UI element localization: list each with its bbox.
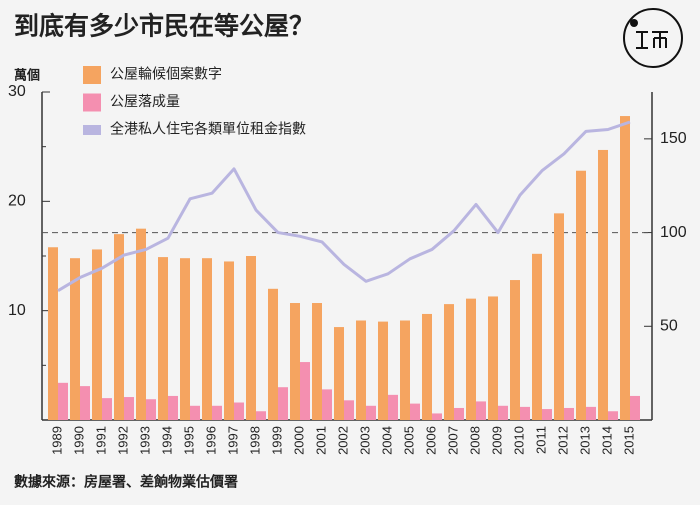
bar <box>532 253 542 420</box>
legend-label: 公屋落成量 <box>110 93 180 109</box>
bar <box>620 116 630 420</box>
x-tick-label: 2001 <box>313 426 328 455</box>
bar <box>92 249 102 420</box>
bar <box>58 382 68 420</box>
bar <box>630 395 640 420</box>
bar <box>378 321 388 420</box>
bar <box>278 387 288 420</box>
y2-tick-label: 100 <box>660 224 687 241</box>
bar <box>366 405 376 420</box>
x-tick-label: 2013 <box>577 426 592 455</box>
bar <box>598 149 608 421</box>
x-tick-label: 2014 <box>599 426 614 455</box>
bar <box>564 407 574 420</box>
bar <box>268 288 278 420</box>
bar <box>48 247 58 420</box>
bar <box>202 258 212 420</box>
x-tick-label: 2008 <box>467 426 482 455</box>
bar <box>432 413 442 420</box>
bar <box>80 386 90 420</box>
bar <box>388 394 398 420</box>
x-tick-label: 1989 <box>49 426 64 455</box>
y-axis-label: 萬個 <box>14 67 40 82</box>
bar <box>322 389 332 420</box>
x-tick-label: 1998 <box>247 426 262 455</box>
x-tick-label: 1999 <box>269 426 284 455</box>
x-tick-label: 2007 <box>445 426 460 455</box>
bar <box>476 401 486 420</box>
x-tick-label: 2002 <box>335 426 350 455</box>
bar <box>190 405 200 420</box>
bar <box>158 257 168 420</box>
bar <box>510 280 520 420</box>
x-tick-label: 2011 <box>533 426 548 454</box>
x-tick-label: 1990 <box>71 426 86 455</box>
bar <box>608 411 618 420</box>
bar <box>422 313 432 420</box>
y2-tick-label: 150 <box>660 130 687 147</box>
bar <box>212 405 222 420</box>
logo <box>623 8 683 68</box>
legend-label: 全港私人住宅各類單位租金指數 <box>110 121 306 137</box>
bar <box>114 234 124 420</box>
x-tick-label: 1997 <box>225 426 240 455</box>
legend-swatch <box>83 66 101 84</box>
legend-swatch <box>83 93 101 112</box>
bar <box>444 304 454 420</box>
x-tick-label: 1995 <box>181 426 196 455</box>
x-tick-label: 2015 <box>621 426 636 455</box>
bar <box>488 296 498 420</box>
line <box>57 120 631 292</box>
bar <box>124 397 134 420</box>
x-tick-label: 2012 <box>555 426 570 455</box>
x-tick-label: 1992 <box>115 426 130 455</box>
legend-swatch <box>83 125 101 135</box>
x-tick-label: 2004 <box>379 426 394 455</box>
x-tick-label: 2009 <box>489 426 504 455</box>
bar <box>542 409 552 420</box>
x-tick-label: 2003 <box>357 426 372 455</box>
y-tick-label: 20 <box>8 193 26 210</box>
bar <box>312 303 322 420</box>
legend-label: 公屋輪候個案數字 <box>110 66 222 82</box>
x-tick-label: 1996 <box>203 426 218 455</box>
bar <box>344 400 354 420</box>
y2-tick-label: 50 <box>660 318 678 335</box>
bar <box>576 170 586 420</box>
x-tick-label: 2010 <box>511 426 526 455</box>
bar <box>256 411 266 420</box>
bar <box>410 403 420 420</box>
x-tick-label: 2005 <box>401 426 416 455</box>
x-tick-label: 1993 <box>137 426 152 455</box>
source: 數據來源：房屋署、差餉物業估價署 <box>14 474 238 490</box>
bar <box>466 298 476 420</box>
bar <box>290 303 300 420</box>
y-tick-label: 30 <box>8 83 26 100</box>
bar <box>168 395 178 420</box>
bar <box>246 256 256 420</box>
bar <box>454 407 464 420</box>
bar <box>334 327 344 420</box>
y-tick-label: 10 <box>8 302 26 319</box>
bar <box>356 320 366 420</box>
bar <box>70 258 80 420</box>
x-tick-label: 1994 <box>159 426 174 455</box>
x-tick-label: 2006 <box>423 426 438 455</box>
chart-title: 到底有多少市民在等公屋？ <box>14 12 314 41</box>
bar <box>300 362 310 420</box>
bar <box>224 261 234 420</box>
bar <box>180 258 190 420</box>
bar <box>400 320 410 420</box>
x-tick-label: 2000 <box>291 426 306 455</box>
bar <box>136 228 146 420</box>
x-tick-label: 1991 <box>93 426 108 455</box>
bar <box>498 405 508 420</box>
bar <box>586 406 596 420</box>
bar <box>146 399 156 420</box>
bar <box>520 406 530 420</box>
bar <box>554 213 564 420</box>
bar <box>102 398 112 420</box>
bar <box>234 402 244 420</box>
